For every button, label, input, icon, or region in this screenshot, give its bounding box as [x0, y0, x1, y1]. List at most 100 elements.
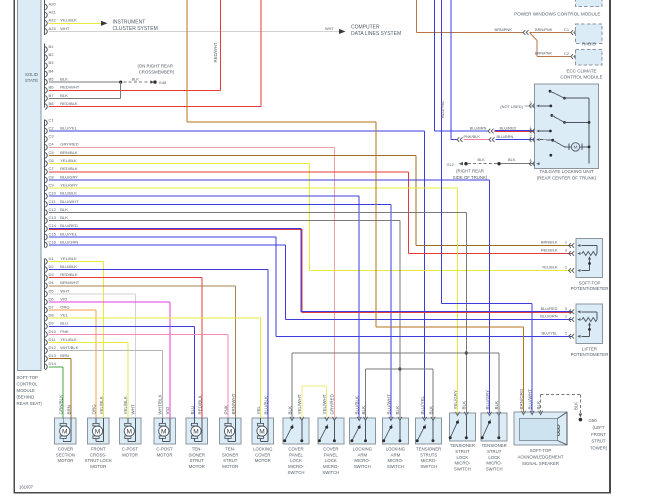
svg-text:SOFT-TOP: SOFT-TOP: [530, 448, 552, 453]
svg-text:D12: D12: [49, 345, 57, 350]
svg-text:B2: B2: [49, 52, 55, 57]
svg-text:LOCK: LOCK: [488, 455, 500, 460]
svg-text:PNK: PNK: [60, 329, 69, 334]
svg-text:VIO: VIO: [165, 406, 170, 414]
svg-text:BLK: BLK: [428, 406, 433, 415]
svg-text:C9: C9: [49, 182, 55, 187]
svg-text:REAR SEAT): REAR SEAT): [17, 401, 43, 406]
svg-text:D10: D10: [49, 329, 57, 334]
svg-text:COMPUTER: COMPUTER: [351, 25, 380, 31]
svg-text:B1: B1: [49, 44, 55, 49]
svg-text:BLU/YEL: BLU/YEL: [60, 125, 77, 130]
svg-text:D4: D4: [49, 280, 55, 285]
svg-text:(RIGHT REAR: (RIGHT REAR: [456, 169, 484, 174]
svg-text:COVER: COVER: [323, 447, 338, 452]
svg-text:MOTOR: MOTOR: [222, 464, 238, 469]
svg-text:BLU/WHT: BLU/WHT: [527, 389, 532, 410]
svg-text:C-POST: C-POST: [122, 447, 139, 452]
svg-text:RED/BLK: RED/BLK: [197, 395, 202, 414]
svg-text:BLK: BLK: [478, 157, 486, 162]
svg-text:A22: A22: [49, 18, 57, 23]
svg-text:D3: D3: [49, 272, 55, 277]
svg-text:BLK: BLK: [536, 401, 541, 410]
svg-text:CONTROL MODULE: CONTROL MODULE: [560, 75, 602, 80]
svg-text:CROSSMEMBER): CROSSMEMBER): [139, 69, 175, 74]
svg-text:C2: C2: [49, 125, 55, 130]
svg-text:BLK: BLK: [395, 406, 400, 415]
svg-text:BLU/BLK: BLU/BLK: [263, 396, 268, 415]
svg-text:3: 3: [529, 100, 531, 105]
svg-text:STRUT: STRUT: [190, 458, 205, 463]
svg-text:ORG: ORG: [60, 305, 69, 310]
svg-text:CLUSTER SYSTEM: CLUSTER SYSTEM: [113, 26, 158, 32]
svg-text:MICRO-: MICRO-: [455, 461, 471, 466]
svg-text:YEL: YEL: [60, 313, 68, 318]
svg-text:BLK: BLK: [60, 93, 68, 98]
svg-text:BLK: BLK: [287, 406, 292, 415]
svg-text:SOFT-TOP: SOFT-TOP: [579, 280, 601, 285]
svg-text:WHT: WHT: [60, 288, 70, 293]
svg-text:YEL/BLK: YEL/BLK: [60, 18, 77, 23]
svg-text:TENSIONER: TENSIONER: [416, 447, 441, 452]
svg-text:C7: C7: [49, 166, 55, 171]
svg-text:WHT: WHT: [60, 26, 70, 31]
svg-text:1: 1: [565, 240, 567, 245]
svg-text:LOCK: LOCK: [290, 458, 302, 463]
svg-text:BLU: BLU: [190, 406, 195, 415]
svg-text:COVER: COVER: [255, 452, 270, 457]
svg-text:BRN/PNK: BRN/PNK: [495, 27, 513, 32]
svg-text:TEN-: TEN-: [192, 447, 203, 452]
svg-text:SIONER: SIONER: [222, 452, 238, 457]
svg-text:SWITCH: SWITCH: [322, 470, 339, 475]
svg-text:161607: 161607: [19, 485, 34, 490]
svg-text:BRN/ORG: BRN/ORG: [519, 388, 524, 410]
svg-text:SWITCH: SWITCH: [387, 464, 404, 469]
svg-text:C1: C1: [49, 117, 55, 122]
svg-text:(BEHIND: (BEHIND: [17, 394, 35, 399]
svg-text:M: M: [127, 429, 133, 436]
svg-text:TENSIONER: TENSIONER: [450, 443, 475, 448]
svg-text:C4: C4: [49, 142, 55, 147]
svg-text:MICRO-: MICRO-: [388, 458, 404, 463]
svg-text:C13: C13: [49, 215, 57, 220]
svg-text:D8: D8: [49, 313, 55, 318]
svg-text:ARM: ARM: [391, 452, 401, 457]
svg-text:BRN/BLK: BRN/BLK: [541, 240, 558, 245]
svg-text:BLU/BLK: BLU/BLK: [60, 264, 77, 269]
svg-text:STRUT: STRUT: [455, 449, 470, 454]
svg-text:YEL/GRY: YEL/GRY: [60, 182, 78, 187]
svg-text:BLK: BLK: [60, 77, 68, 82]
svg-text:STRUT: STRUT: [487, 449, 502, 454]
svg-text:MICRO-: MICRO-: [486, 461, 502, 466]
svg-text:M: M: [227, 429, 233, 436]
svg-text:POTENTIOMETER: POTENTIOMETER: [571, 286, 609, 291]
svg-text:DATA LINES SYSTEM: DATA LINES SYSTEM: [351, 31, 401, 37]
svg-text:ACKNOWLEDGEMENT: ACKNOWLEDGEMENT: [517, 455, 563, 460]
svg-text:YEL/WHT: YEL/WHT: [297, 394, 302, 414]
svg-text:POTENTIOMETER: POTENTIOMETER: [571, 352, 609, 357]
svg-text:BLU/YEL: BLU/YEL: [60, 231, 77, 236]
svg-text:LOCKING: LOCKING: [386, 447, 406, 452]
svg-text:YEL/BLK: YEL/BLK: [60, 256, 77, 261]
svg-text:BLU/BRN: BLU/BRN: [470, 125, 487, 130]
svg-text:MOTOR: MOTOR: [189, 464, 205, 469]
svg-text:SWITCH: SWITCH: [486, 466, 503, 471]
svg-text:BRN/WHT: BRN/WHT: [231, 393, 236, 414]
svg-text:D11: D11: [49, 337, 57, 342]
svg-text:TOWER): TOWER): [590, 446, 608, 451]
svg-text:BLU: BLU: [60, 321, 68, 326]
svg-text:BLU/GRN: BLU/GRN: [60, 240, 78, 245]
svg-text:M: M: [259, 429, 265, 436]
svg-text:D1: D1: [49, 256, 55, 261]
svg-text:3: 3: [565, 248, 567, 253]
svg-text:PNK/BLK: PNK/BLK: [464, 134, 481, 139]
svg-text:C11: C11: [49, 199, 57, 204]
svg-text:C15: C15: [49, 231, 57, 236]
svg-text:MICRO-: MICRO-: [354, 458, 370, 463]
svg-text:STRUT: STRUT: [223, 458, 238, 463]
svg-text:C3: C3: [49, 134, 55, 139]
svg-text:RED/BLK: RED/BLK: [60, 166, 78, 171]
svg-text:FRONT: FRONT: [91, 447, 106, 452]
svg-text:WHT/BLK: WHT/BLK: [60, 345, 78, 350]
svg-text:GRY/RED: GRY/RED: [60, 142, 78, 147]
